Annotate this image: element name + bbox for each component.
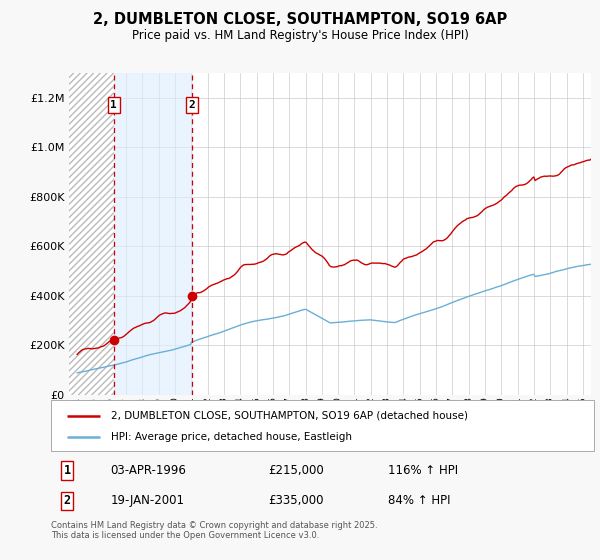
Text: 2: 2	[189, 100, 196, 110]
Bar	[69, 73, 114, 395]
Text: 03-APR-1996: 03-APR-1996	[111, 464, 187, 477]
Text: 1: 1	[110, 100, 117, 110]
Bar	[114, 73, 192, 395]
Text: Contains HM Land Registry data © Crown copyright and database right 2025.
This d: Contains HM Land Registry data © Crown c…	[51, 521, 377, 540]
Text: 19-JAN-2001: 19-JAN-2001	[111, 494, 185, 507]
Text: Price paid vs. HM Land Registry's House Price Index (HPI): Price paid vs. HM Land Registry's House …	[131, 29, 469, 42]
Text: 2, DUMBLETON CLOSE, SOUTHAMPTON, SO19 6AP: 2, DUMBLETON CLOSE, SOUTHAMPTON, SO19 6A…	[93, 12, 507, 27]
Text: 116% ↑ HPI: 116% ↑ HPI	[388, 464, 458, 477]
Text: HPI: Average price, detached house, Eastleigh: HPI: Average price, detached house, East…	[111, 432, 352, 442]
Text: 2: 2	[64, 494, 71, 507]
Bar	[69, 73, 114, 395]
Text: 2, DUMBLETON CLOSE, SOUTHAMPTON, SO19 6AP (detached house): 2, DUMBLETON CLOSE, SOUTHAMPTON, SO19 6A…	[111, 410, 468, 421]
Text: £335,000: £335,000	[268, 494, 324, 507]
FancyBboxPatch shape	[51, 400, 594, 451]
Text: 84% ↑ HPI: 84% ↑ HPI	[388, 494, 450, 507]
Text: 1: 1	[64, 464, 71, 477]
Text: £215,000: £215,000	[268, 464, 324, 477]
